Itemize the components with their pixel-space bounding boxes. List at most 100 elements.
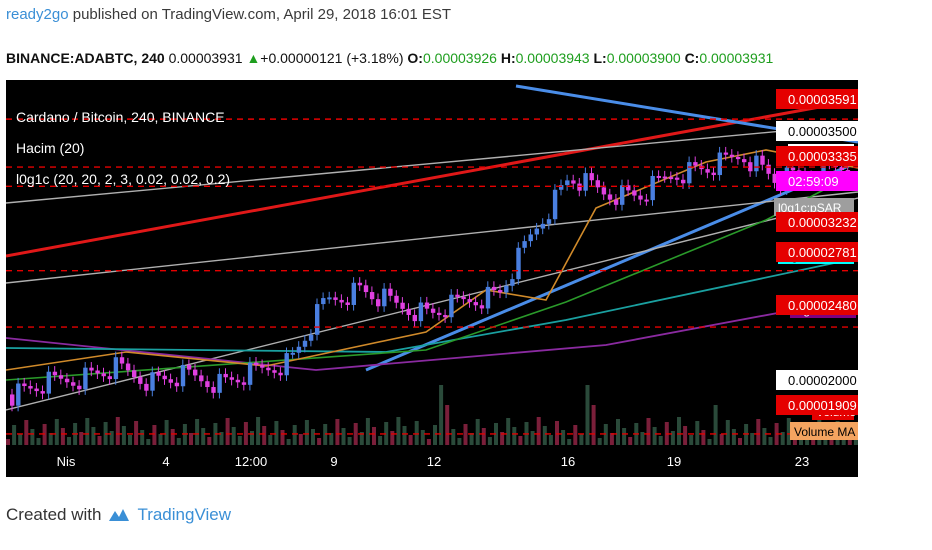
- candle-body: [382, 288, 387, 307]
- candle-body: [748, 162, 753, 172]
- candle-body: [766, 164, 771, 174]
- volume-bar: [231, 427, 236, 445]
- volume-bar: [689, 435, 694, 445]
- price-label: 0.00002480: [788, 298, 857, 313]
- volume-bar: [79, 432, 84, 445]
- candle-body: [308, 334, 314, 341]
- candle-body: [28, 386, 33, 389]
- candle-body: [144, 383, 149, 391]
- volume-bar: [134, 421, 139, 445]
- publish-header: ready2go published on TradingView.com, A…: [6, 6, 451, 23]
- chart-background: [6, 80, 858, 477]
- candle-body: [437, 312, 442, 316]
- candle-body: [52, 371, 58, 376]
- volume-bar: [24, 420, 29, 445]
- ma200-line: [5, 297, 859, 371]
- price-label-bg: [776, 370, 858, 390]
- plot-tag-bg: [774, 198, 854, 216]
- candle-body: [589, 173, 594, 181]
- chart-area[interactable]: Cardano / Bitcoin, 240, BINANCE Hacim (2…: [5, 80, 863, 477]
- volume-bar: [628, 437, 633, 445]
- volume-bar: [469, 433, 474, 445]
- volume-bar: [54, 419, 59, 445]
- volume-bar: [646, 418, 651, 445]
- volume-bar: [201, 428, 206, 445]
- candle-body: [467, 299, 472, 303]
- volume-bar: [304, 420, 309, 445]
- candle-body: [522, 241, 527, 248]
- volume-bar: [341, 428, 346, 445]
- candle-body: [772, 173, 777, 183]
- volume-bar: [298, 434, 303, 445]
- candle-body: [290, 352, 295, 355]
- ema144-line: [5, 257, 859, 353]
- candle-body: [717, 152, 722, 176]
- candle-body: [595, 180, 600, 188]
- volume-bar: [390, 431, 395, 445]
- author-link[interactable]: ready2go: [6, 6, 69, 23]
- volume-bar: [30, 429, 35, 445]
- candle-body: [607, 194, 613, 200]
- candle-body: [455, 294, 460, 297]
- candle-body: [260, 365, 265, 368]
- volume-bar: [243, 422, 248, 445]
- x-tick-label: Nis: [57, 454, 76, 469]
- volume-bar: [359, 432, 364, 445]
- candle-body: [241, 382, 247, 385]
- volume-bar: [670, 431, 675, 445]
- candle-body: [162, 375, 167, 380]
- price-change: +0.00000121 (+3.18%): [260, 50, 404, 66]
- volume-bar: [713, 405, 718, 445]
- volume-bar: [652, 427, 657, 445]
- volume-bar: [12, 425, 17, 445]
- grey-channel-top: [5, 123, 859, 204]
- candle-body: [760, 155, 765, 165]
- tradingview-brand-link[interactable]: TradingView: [137, 505, 231, 524]
- volume-bar: [365, 418, 370, 445]
- plot-tag-bg: [790, 422, 862, 440]
- volume-bar: [463, 424, 468, 445]
- candle-body: [71, 382, 76, 386]
- open-label: O:: [407, 50, 423, 66]
- volume-bar: [750, 433, 755, 445]
- volume-bar: [426, 439, 431, 445]
- candle-body: [571, 180, 576, 184]
- volume-bar: [799, 436, 803, 445]
- candle-body: [107, 376, 112, 380]
- candle-body: [296, 346, 302, 353]
- volume-bar: [109, 431, 114, 445]
- high-label: H:: [500, 50, 516, 66]
- candle-body: [491, 286, 497, 291]
- volume-bar: [262, 426, 267, 445]
- candle-body: [559, 185, 564, 190]
- volume-bar: [658, 436, 663, 445]
- x-tick-label: 12: [427, 454, 441, 469]
- volume-bar: [719, 434, 724, 445]
- price-chart[interactable]: Cardano / Bitcoin, 240, BINANCE Hacim (2…: [5, 80, 863, 477]
- volume-bar: [317, 438, 322, 445]
- volume-bar: [121, 426, 126, 445]
- candle-body: [119, 357, 125, 364]
- candle-body: [644, 199, 649, 202]
- candle-body: [742, 159, 747, 163]
- volume-bar: [402, 426, 407, 445]
- published-text: published on TradingView.com, April 29, …: [72, 6, 452, 23]
- time-axis-background: [6, 445, 858, 477]
- up-arrow-icon: ▲: [246, 50, 261, 66]
- candle-body: [278, 372, 283, 376]
- volume-bar: [573, 425, 578, 445]
- volume-bar: [286, 439, 291, 445]
- candle-body: [668, 177, 674, 180]
- volume-bar: [567, 439, 572, 445]
- candle-body: [40, 391, 45, 394]
- candle-body: [302, 340, 308, 347]
- volume-bar: [439, 385, 444, 445]
- price-label: 0.00003335: [788, 149, 857, 164]
- created-with-text: Created with: [6, 505, 102, 524]
- candle-body: [46, 371, 51, 394]
- close-value: 0.00003931: [699, 50, 774, 66]
- volume-bar: [384, 422, 389, 445]
- volume-bar: [487, 437, 492, 445]
- candle-body: [83, 367, 88, 390]
- candle-body: [351, 282, 356, 305]
